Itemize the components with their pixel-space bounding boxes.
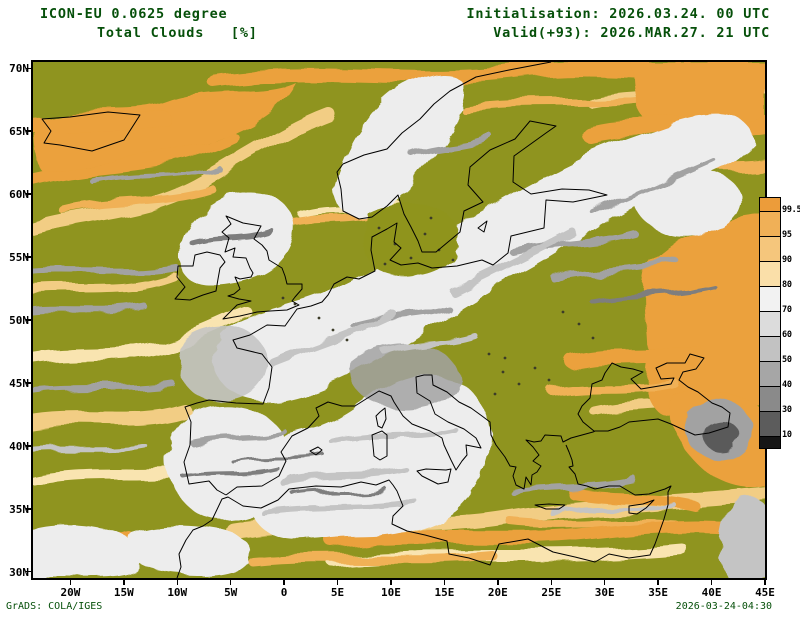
y-tick-label: 55N bbox=[9, 251, 29, 265]
map-plot-area bbox=[31, 60, 767, 580]
x-tick-label: 20E bbox=[487, 586, 508, 599]
cloud-speckles bbox=[281, 216, 595, 396]
x-tick-mark bbox=[229, 580, 232, 585]
europe-cloud-map bbox=[33, 62, 765, 578]
colorbar-segments bbox=[759, 197, 781, 449]
colorbar-label: 40 bbox=[782, 379, 792, 390]
initialisation-time: Initialisation: 2026.03.24. 00 UTC bbox=[466, 6, 770, 22]
colorbar-segment bbox=[760, 385, 780, 411]
colorbar-label: 95 bbox=[782, 229, 792, 240]
x-tick-mark bbox=[764, 580, 766, 585]
colorbar-label: 80 bbox=[782, 279, 792, 290]
x-tick-label: 40E bbox=[701, 586, 722, 599]
x-tick-label: 10E bbox=[381, 586, 401, 599]
coastline-britain bbox=[221, 215, 303, 320]
x-tick-mark bbox=[283, 580, 285, 585]
colorbar-segment bbox=[760, 335, 780, 361]
y-tick-label: 50N bbox=[9, 314, 29, 327]
x-tick-mark bbox=[123, 580, 125, 585]
colorbar-segment bbox=[760, 235, 780, 261]
x-tick-mark bbox=[176, 580, 178, 585]
colorbar-label: 70 bbox=[782, 304, 792, 315]
colorbar-label: 50 bbox=[782, 354, 792, 365]
x-tick-label: 5E bbox=[330, 586, 345, 599]
colorbar-segment bbox=[760, 260, 780, 286]
y-tick-label: 35N bbox=[9, 502, 29, 516]
colorbar-segment bbox=[760, 410, 780, 436]
grads-credit: GrADS: COLA/IGES bbox=[6, 601, 103, 612]
x-tick-mark bbox=[443, 580, 446, 585]
coastline-anatolia-africa bbox=[176, 444, 672, 578]
x-tick-label: 20W bbox=[60, 586, 81, 599]
field-title: Total Clouds [%] bbox=[97, 25, 258, 41]
model-title: ICON-EU 0.0625 degree bbox=[40, 6, 228, 22]
x-tick-mark bbox=[710, 580, 713, 585]
cloud-layer-white bbox=[33, 73, 752, 578]
colorbar-segment bbox=[760, 360, 780, 386]
colorbar-label: 10 bbox=[782, 429, 792, 440]
x-tick-label: 45E bbox=[755, 586, 775, 599]
x-tick-label: 25E bbox=[541, 586, 562, 599]
x-tick-label: 15W bbox=[113, 586, 134, 599]
x-tick-mark bbox=[550, 580, 553, 585]
x-tick-label: 0 bbox=[280, 586, 288, 599]
colorbar-labels: 99.5 95 90 80 70 60 50 40 30 10 bbox=[782, 197, 800, 447]
y-tick-label: 40N bbox=[9, 439, 29, 453]
x-tick-mark bbox=[603, 580, 606, 585]
colorbar-segment bbox=[760, 310, 780, 336]
y-tick-label: 30N bbox=[9, 565, 29, 579]
coastline-ireland bbox=[174, 251, 226, 301]
x-tick-label: 10W bbox=[167, 586, 188, 599]
coastline-atlantic-baltic bbox=[183, 62, 608, 496]
x-tick-mark bbox=[69, 580, 72, 585]
colorbar-label: 99.5 bbox=[782, 204, 800, 215]
coastlines bbox=[41, 62, 731, 578]
x-tick-label: 5W bbox=[224, 586, 238, 599]
x-tick-mark bbox=[657, 580, 659, 585]
y-tick-label: 70N bbox=[9, 62, 29, 76]
x-tick-mark bbox=[390, 580, 392, 585]
x-tick-label: 30E bbox=[594, 586, 615, 599]
x-tick-label: 35E bbox=[648, 586, 669, 599]
coastline-mediterranean-blacksea bbox=[225, 353, 731, 496]
colorbar-segment bbox=[760, 198, 780, 211]
colorbar-segment bbox=[760, 285, 780, 311]
creation-timestamp: 2026-03-24-04:30 bbox=[675, 601, 772, 612]
colorbar-label: 30 bbox=[782, 404, 792, 415]
y-tick-label: 45N bbox=[9, 376, 29, 390]
colorbar-segment bbox=[760, 210, 780, 236]
x-tick-mark bbox=[497, 580, 499, 585]
y-tick-label: 65N bbox=[9, 125, 29, 139]
x-tick-mark bbox=[336, 580, 339, 585]
y-tick-label: 60N bbox=[9, 188, 29, 202]
colorbar-segment bbox=[760, 435, 780, 448]
valid-time: Valid(+93): 2026.MAR.27. 21 UTC bbox=[493, 25, 770, 41]
x-tick-label: 15E bbox=[434, 586, 455, 599]
colorbar-label: 90 bbox=[782, 254, 792, 265]
coastline-islands bbox=[41, 111, 655, 515]
colorbar-label: 60 bbox=[782, 329, 792, 340]
